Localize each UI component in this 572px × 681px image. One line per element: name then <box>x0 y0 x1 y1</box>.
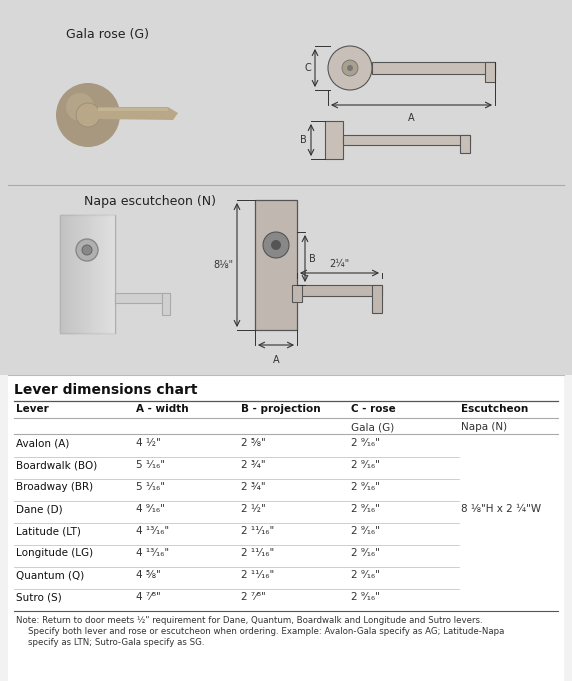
Bar <box>292 285 302 302</box>
Text: Quantum (Q): Quantum (Q) <box>16 570 84 580</box>
Bar <box>297 285 382 296</box>
Bar <box>460 135 470 153</box>
Text: B - projection: B - projection <box>241 404 321 414</box>
Text: 2 ⁹⁄₁₆": 2 ⁹⁄₁₆" <box>351 504 380 514</box>
Text: 4 ½": 4 ½" <box>136 438 161 448</box>
Circle shape <box>263 232 289 258</box>
Circle shape <box>66 93 94 121</box>
Text: B: B <box>309 253 316 264</box>
Text: 2 ⁹⁄₁₆": 2 ⁹⁄₁₆" <box>351 592 380 602</box>
Text: 2 ¹¹⁄₁₆": 2 ¹¹⁄₁₆" <box>241 548 274 558</box>
Text: Napa (N): Napa (N) <box>461 422 507 432</box>
Text: Dane (D): Dane (D) <box>16 504 62 514</box>
Text: 2 ¾": 2 ¾" <box>241 482 265 492</box>
Text: 2 ¾": 2 ¾" <box>241 460 265 470</box>
Circle shape <box>56 83 120 147</box>
Text: C: C <box>304 63 311 73</box>
Polygon shape <box>98 108 168 111</box>
Text: 8 ⅛"H x 2 ¼"W: 8 ⅛"H x 2 ¼"W <box>461 504 541 514</box>
Text: 4 ⁹⁄₁₆": 4 ⁹⁄₁₆" <box>136 504 165 514</box>
Text: 8⅛": 8⅛" <box>214 260 234 270</box>
Circle shape <box>347 65 353 71</box>
Text: 2 ⁹⁄₁₆": 2 ⁹⁄₁₆" <box>351 548 380 558</box>
Text: Lever dimensions chart: Lever dimensions chart <box>14 383 197 397</box>
Text: 4 ⁷⁄⁸": 4 ⁷⁄⁸" <box>136 592 161 602</box>
Text: Avalon (A): Avalon (A) <box>16 438 69 448</box>
Text: A - width: A - width <box>136 404 189 414</box>
Text: 4 ¹³⁄₁₆": 4 ¹³⁄₁₆" <box>136 526 169 536</box>
Bar <box>255 200 297 330</box>
Bar <box>372 62 495 74</box>
Text: 5 ¹⁄₁₆": 5 ¹⁄₁₆" <box>136 460 165 470</box>
Text: Note: Return to door meets ½" requirement for Dane, Quantum, Boardwalk and Longi: Note: Return to door meets ½" requiremen… <box>16 616 483 625</box>
Circle shape <box>328 46 372 90</box>
Text: Specify both lever and rose or escutcheon when ordering. Example: Avalon-Gala sp: Specify both lever and rose or escutcheo… <box>28 627 505 636</box>
Text: Gala rose (G): Gala rose (G) <box>66 28 149 41</box>
Bar <box>343 135 470 145</box>
Text: 2 ⁷⁄⁸": 2 ⁷⁄⁸" <box>241 592 266 602</box>
Text: 2 ⁹⁄₁₆": 2 ⁹⁄₁₆" <box>351 482 380 492</box>
Circle shape <box>342 60 358 76</box>
Text: Latitude (LT): Latitude (LT) <box>16 526 81 536</box>
Text: Boardwalk (BO): Boardwalk (BO) <box>16 460 97 470</box>
Text: Longitude (LG): Longitude (LG) <box>16 548 93 558</box>
Text: 2 ⁹⁄₁₆": 2 ⁹⁄₁₆" <box>351 526 380 536</box>
Circle shape <box>76 239 98 261</box>
Text: A: A <box>273 355 279 365</box>
Text: B: B <box>300 135 307 145</box>
Circle shape <box>82 245 92 255</box>
Text: Escutcheon: Escutcheon <box>461 404 529 414</box>
Text: A: A <box>408 113 415 123</box>
Text: specify as LTN; Sutro-Gala specify as SG.: specify as LTN; Sutro-Gala specify as SG… <box>28 638 205 647</box>
Bar <box>325 121 343 159</box>
Text: Sutro (S): Sutro (S) <box>16 592 62 602</box>
Bar <box>162 293 170 315</box>
Text: 2 ½": 2 ½" <box>241 504 266 514</box>
Text: Napa escutcheon (N): Napa escutcheon (N) <box>84 195 216 208</box>
Circle shape <box>76 103 100 127</box>
Text: 5 ¹⁄₁₆": 5 ¹⁄₁₆" <box>136 482 165 492</box>
Text: 2 ¹¹⁄₁₆": 2 ¹¹⁄₁₆" <box>241 570 274 580</box>
Text: 2¼": 2¼" <box>329 259 349 269</box>
Bar <box>8 375 564 681</box>
Text: Lever: Lever <box>16 404 49 414</box>
Text: Gala (G): Gala (G) <box>351 422 394 432</box>
Text: Broadway (BR): Broadway (BR) <box>16 482 93 492</box>
Polygon shape <box>98 107 178 120</box>
Bar <box>115 293 170 303</box>
Bar <box>485 62 495 82</box>
Text: 4 ⅝": 4 ⅝" <box>136 570 161 580</box>
Text: 2 ¹¹⁄₁₆": 2 ¹¹⁄₁₆" <box>241 526 274 536</box>
Text: 2 ⁹⁄₁₆": 2 ⁹⁄₁₆" <box>351 460 380 470</box>
Text: 2 ⅝": 2 ⅝" <box>241 438 266 448</box>
Bar <box>0 375 572 681</box>
Text: 2 ⁹⁄₁₆": 2 ⁹⁄₁₆" <box>351 570 380 580</box>
Bar <box>372 285 382 313</box>
Text: 2 ⁹⁄₁₆": 2 ⁹⁄₁₆" <box>351 438 380 448</box>
Text: C - rose: C - rose <box>351 404 396 414</box>
Bar <box>60 215 115 333</box>
Text: 4 ¹³⁄₁₆": 4 ¹³⁄₁₆" <box>136 548 169 558</box>
Circle shape <box>271 240 281 250</box>
